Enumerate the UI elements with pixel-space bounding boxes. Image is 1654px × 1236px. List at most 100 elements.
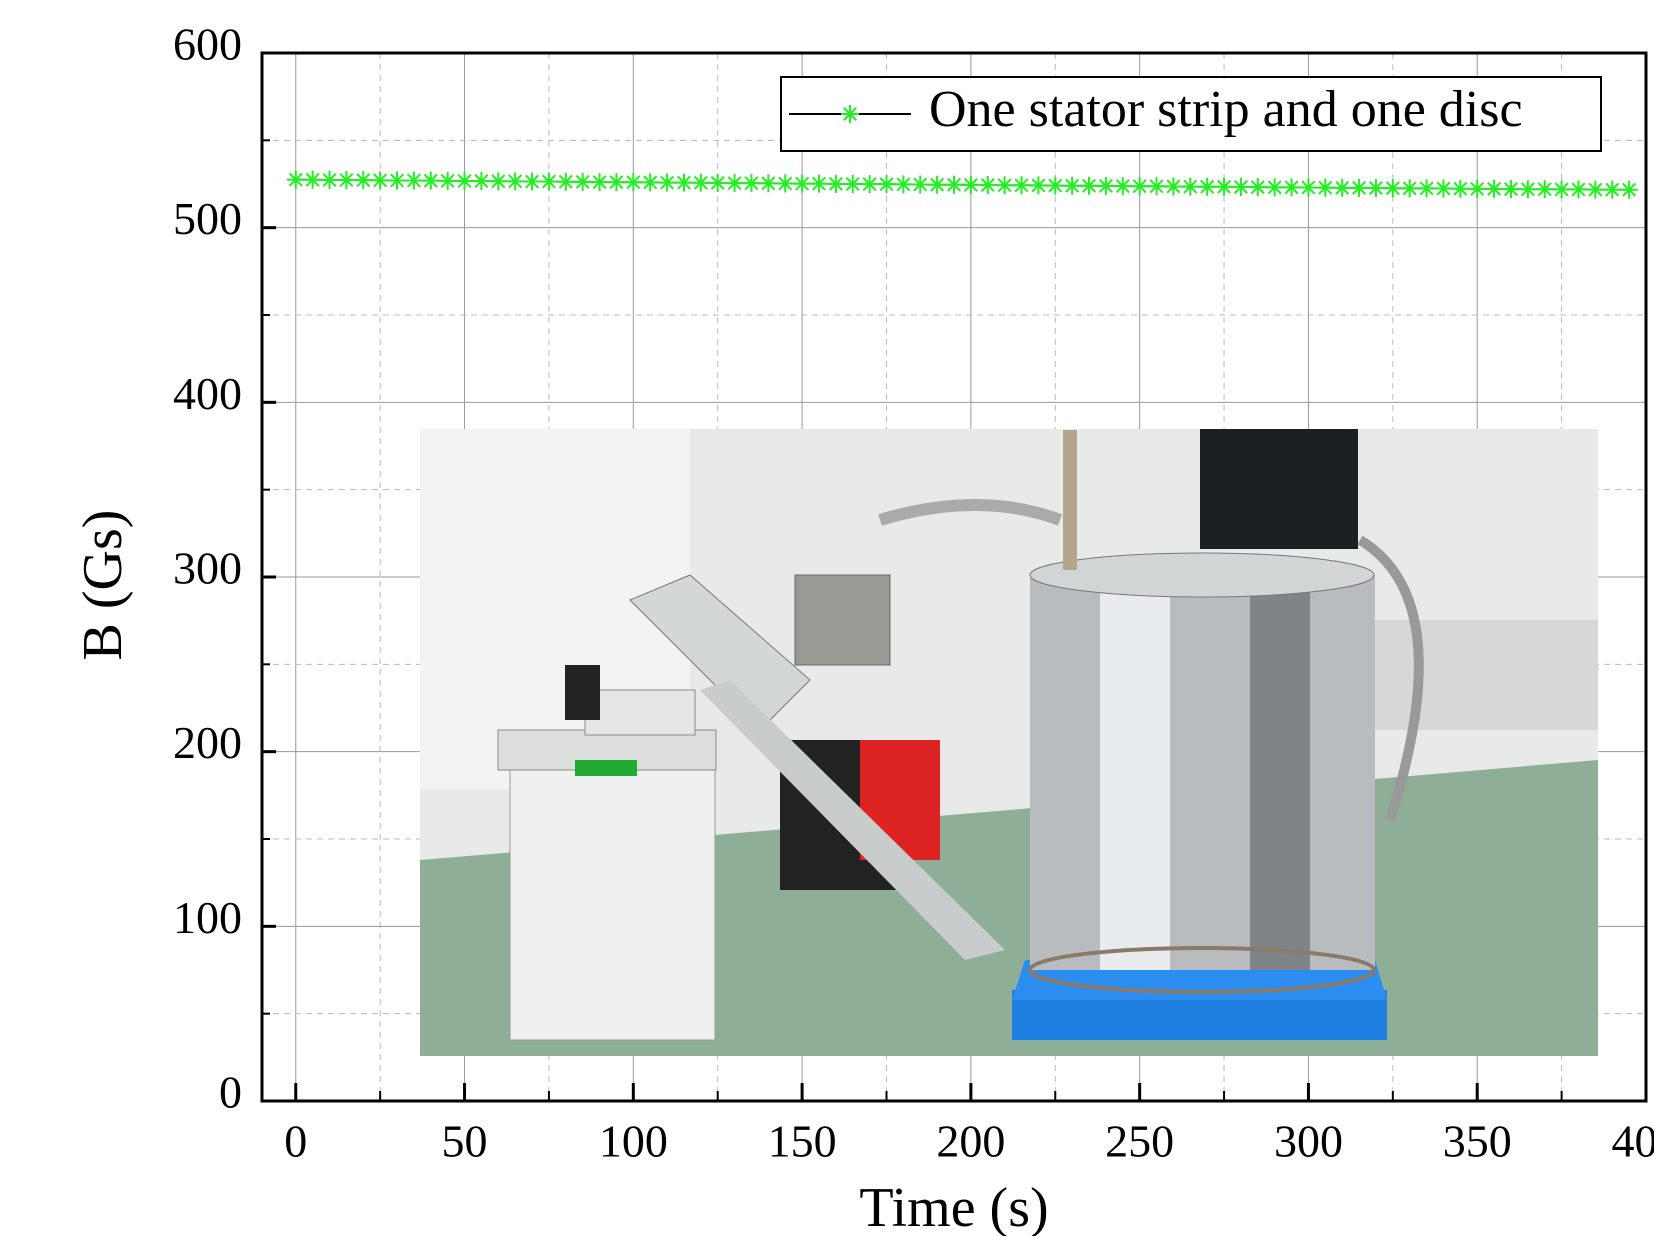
x-axis-label: Time (s) [859, 1177, 1048, 1236]
data-point [962, 176, 980, 194]
y-tick-label: 500 [173, 193, 242, 244]
data-point [1502, 180, 1520, 198]
data-point [304, 171, 322, 189]
data-point [979, 176, 997, 194]
x-tick-label: 100 [599, 1116, 668, 1167]
data-point [523, 173, 541, 191]
data-point [1569, 180, 1587, 198]
data-point [388, 172, 406, 190]
x-tick-label: 0 [284, 1116, 307, 1167]
legend-label: One stator strip and one disc [929, 81, 1523, 138]
data-point [726, 174, 744, 192]
data-point [1097, 177, 1115, 195]
x-tick-label: 50 [442, 1116, 488, 1167]
data-point [1367, 179, 1385, 197]
data-point [1148, 177, 1166, 195]
y-tick-label: 400 [173, 368, 242, 419]
x-tick-label: 150 [768, 1116, 837, 1167]
inset-photo [420, 429, 1598, 1056]
data-point [472, 172, 490, 190]
data-point [877, 175, 895, 193]
data-point [591, 173, 609, 191]
data-point [1266, 178, 1284, 196]
data-point [658, 174, 676, 192]
data-point [810, 175, 828, 193]
data-point [1603, 181, 1621, 199]
data-point [405, 172, 423, 190]
data-point [1283, 178, 1301, 196]
data-point [1418, 179, 1436, 197]
data-point [1519, 180, 1537, 198]
data-point [321, 171, 339, 189]
data-point [793, 175, 811, 193]
data-point [928, 176, 946, 194]
data-point [692, 174, 710, 192]
data-point [371, 171, 389, 189]
data-point [776, 174, 794, 192]
y-tick-label: 0 [219, 1067, 242, 1118]
data-point [1249, 178, 1267, 196]
data-point [1485, 180, 1503, 198]
data-point [742, 174, 760, 192]
chart: 0 50 100 150 200 250 300 350 400 0 100 200 300 400 500… [0, 0, 1654, 1236]
data-point [945, 176, 963, 194]
data-point [641, 173, 659, 191]
data-point [894, 175, 912, 193]
data-point [1536, 180, 1554, 198]
data-point [996, 176, 1014, 194]
data-point [1114, 177, 1132, 195]
x-tick-label: 250 [1105, 1116, 1174, 1167]
data-point [1384, 179, 1402, 197]
data-point [709, 174, 727, 192]
data-point [1164, 177, 1182, 195]
data-point [337, 171, 355, 189]
data-point [844, 175, 862, 193]
y-tick-label: 300 [173, 543, 242, 594]
data-point [1080, 177, 1098, 195]
x-tick-label: 350 [1443, 1116, 1512, 1167]
data-point [354, 171, 372, 189]
data-point [607, 173, 625, 191]
data-point [439, 172, 457, 190]
data-point [489, 172, 507, 190]
data-point [1620, 181, 1638, 199]
data-point [1063, 177, 1081, 195]
data-point [1468, 180, 1486, 198]
y-tick-label: 200 [173, 717, 242, 768]
data-point [1434, 180, 1452, 198]
data-point [1131, 177, 1149, 195]
x-tick-label: 200 [936, 1116, 1005, 1167]
data-point [1316, 179, 1334, 197]
x-tick-label: 400 [1612, 1116, 1654, 1167]
data-point [1553, 180, 1571, 198]
y-axis-label: B (Gs) [72, 510, 134, 661]
data-point [1198, 178, 1216, 196]
data-point [1181, 178, 1199, 196]
data-point [506, 172, 524, 190]
data-point [1046, 177, 1064, 195]
data-point [422, 172, 440, 190]
data-point [456, 172, 474, 190]
x-tick-label: 300 [1274, 1116, 1343, 1167]
data-point [1013, 176, 1031, 194]
data-point [540, 173, 558, 191]
data-point [911, 176, 929, 194]
data-point [1451, 180, 1469, 198]
data-point [1401, 179, 1419, 197]
data-point [1232, 178, 1250, 196]
data-point [675, 174, 693, 192]
data-point [1029, 176, 1047, 194]
data-point [1299, 178, 1317, 196]
data-point [574, 173, 592, 191]
data-point [1586, 181, 1604, 199]
data-point [1350, 179, 1368, 197]
data-point [287, 171, 305, 189]
legend: One stator strip and one disc [781, 77, 1601, 151]
data-point [557, 173, 575, 191]
data-point [624, 173, 642, 191]
data-point [759, 174, 777, 192]
data-point [861, 175, 879, 193]
legend-marker [841, 105, 859, 123]
y-tick-label: 100 [173, 892, 242, 943]
data-point [1215, 178, 1233, 196]
